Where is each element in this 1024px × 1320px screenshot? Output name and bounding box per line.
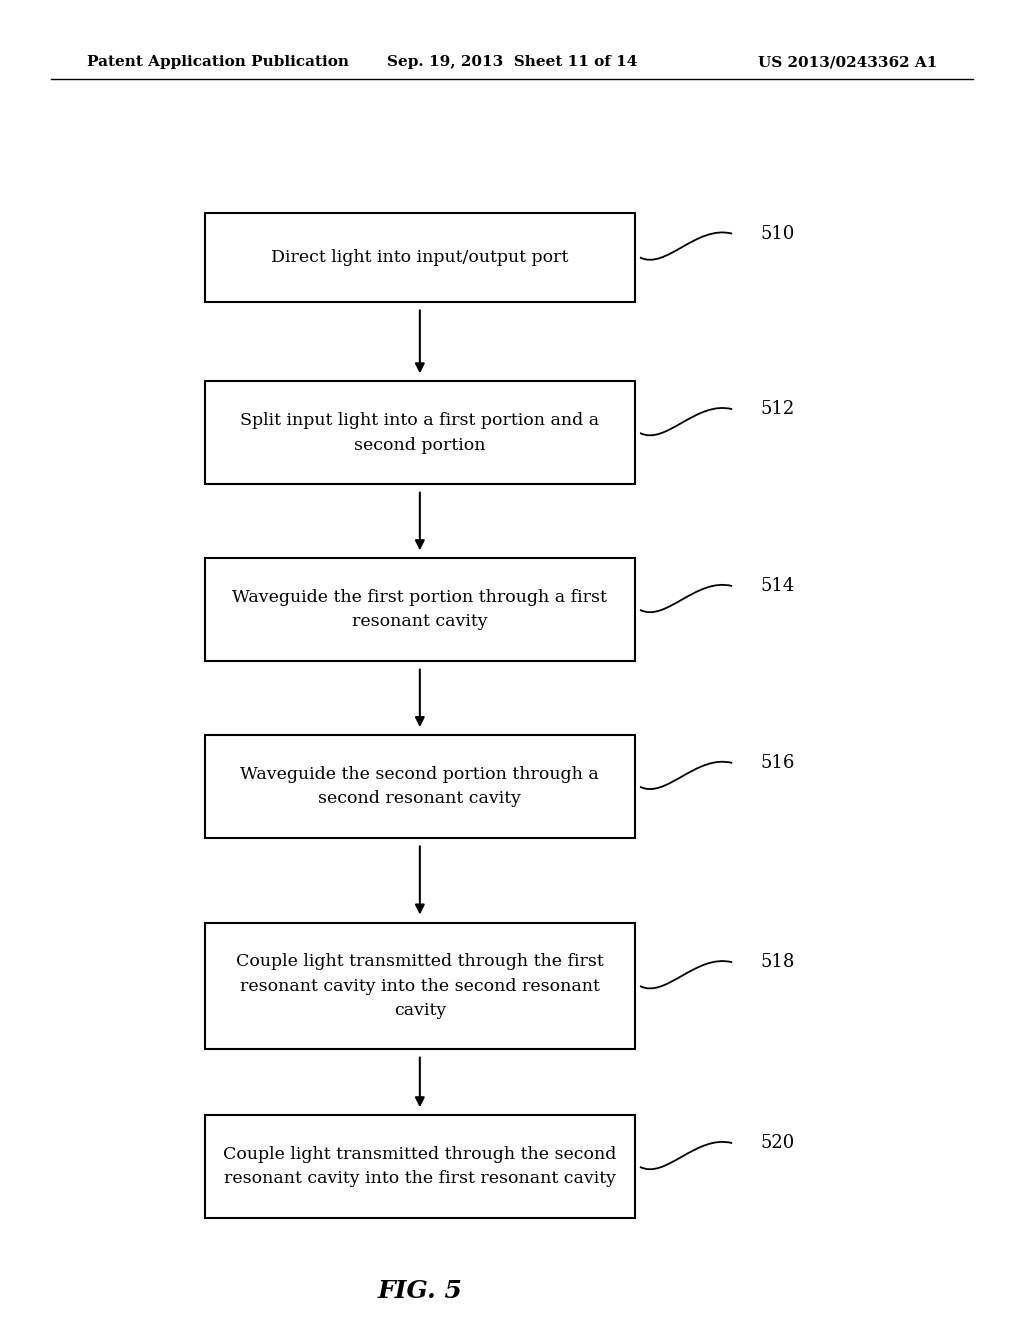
Text: Split input light into a first portion and a
second portion: Split input light into a first portion a… [241,412,599,454]
FancyBboxPatch shape [205,735,635,838]
Text: Waveguide the second portion through a
second resonant cavity: Waveguide the second portion through a s… [241,766,599,808]
Text: 510: 510 [761,224,796,243]
Text: Couple light transmitted through the second
resonant cavity into the first reson: Couple light transmitted through the sec… [223,1146,616,1188]
Text: US 2013/0243362 A1: US 2013/0243362 A1 [758,55,937,69]
Text: Couple light transmitted through the first
resonant cavity into the second reson: Couple light transmitted through the fir… [236,953,604,1019]
Text: FIG. 5: FIG. 5 [378,1279,462,1303]
FancyBboxPatch shape [205,558,635,661]
Text: 518: 518 [761,953,796,972]
Text: Direct light into input/output port: Direct light into input/output port [271,249,568,265]
Text: Sep. 19, 2013  Sheet 11 of 14: Sep. 19, 2013 Sheet 11 of 14 [387,55,637,69]
Text: 520: 520 [761,1134,795,1152]
Text: Waveguide the first portion through a first
resonant cavity: Waveguide the first portion through a fi… [232,589,607,631]
FancyBboxPatch shape [205,923,635,1049]
Text: 516: 516 [761,754,796,772]
FancyBboxPatch shape [205,213,635,302]
Text: 512: 512 [761,400,795,418]
Text: 514: 514 [761,577,795,595]
FancyBboxPatch shape [205,381,635,484]
Text: Patent Application Publication: Patent Application Publication [87,55,349,69]
FancyBboxPatch shape [205,1115,635,1218]
